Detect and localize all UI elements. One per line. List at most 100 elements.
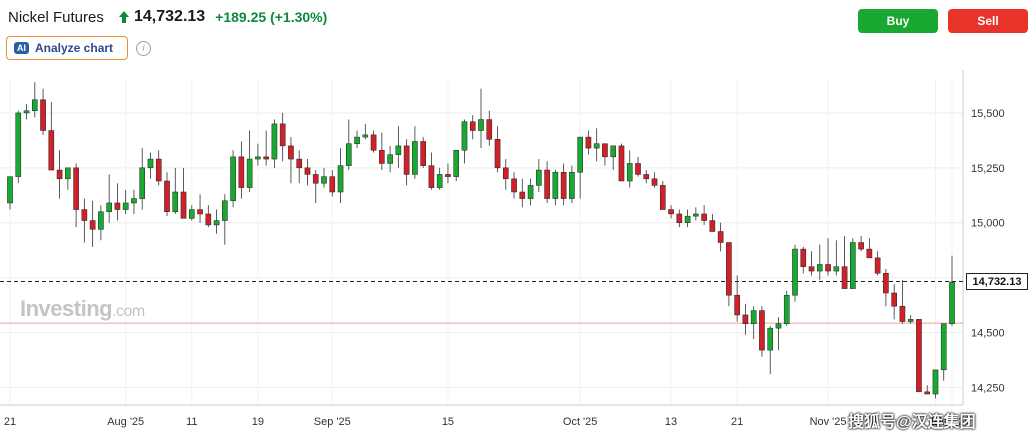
candle-body: [907, 319, 914, 322]
candle-body: [246, 158, 253, 188]
y-tick-label: 15,000: [971, 218, 1005, 230]
candle-body: [709, 220, 716, 232]
price-change: +189.25 (+1.30%): [215, 9, 328, 25]
sell-button[interactable]: Sell: [948, 9, 1028, 33]
candle-body: [222, 200, 228, 221]
candle-body: [874, 257, 881, 274]
candle-body: [73, 167, 79, 210]
candle-body: [445, 174, 451, 177]
candle-body: [147, 158, 154, 169]
candle-body: [337, 165, 344, 193]
candle-body: [395, 145, 402, 155]
candle-body: [899, 305, 906, 322]
candle-body: [701, 213, 707, 221]
candle-body: [139, 167, 146, 199]
candle-body: [800, 248, 807, 267]
candle-body: [519, 191, 526, 199]
candle-body: [412, 141, 418, 175]
candle-body: [626, 163, 633, 182]
candle-body: [255, 156, 261, 160]
candle-body: [469, 121, 476, 131]
candle-body: [932, 369, 939, 395]
candle-body: [453, 150, 460, 177]
candle-body: [511, 178, 517, 193]
x-tick-label: Aug '25: [107, 416, 144, 428]
investing-watermark: Investing.com: [20, 296, 145, 321]
instrument-title: Nickel Futures: [8, 9, 104, 26]
info-icon[interactable]: i: [136, 41, 151, 56]
candle-body: [544, 169, 550, 199]
candle-body: [734, 294, 740, 316]
candle-body: [23, 110, 30, 114]
candle-body: [825, 264, 831, 272]
candle-body: [15, 112, 22, 177]
candle-body: [643, 174, 650, 180]
candle-body: [312, 174, 319, 184]
candle-body: [213, 220, 220, 226]
candle-body: [131, 198, 137, 204]
x-tick-label: 21: [731, 416, 743, 428]
candle-body: [750, 310, 757, 325]
candle-body: [180, 191, 187, 219]
candle-body: [684, 215, 691, 223]
candle-body: [48, 130, 55, 171]
candle-body: [717, 231, 724, 243]
candle-body: [676, 213, 683, 223]
candle-body: [296, 158, 303, 169]
candle-body: [858, 242, 864, 250]
candle-body: [205, 213, 212, 226]
candle-body: [271, 123, 278, 160]
candle-body: [841, 266, 848, 289]
candle-body: [816, 264, 823, 272]
candle-body: [279, 123, 286, 147]
candle-body: [866, 248, 873, 259]
candle-body: [618, 145, 625, 182]
candle-body: [651, 178, 658, 186]
candle-body: [602, 143, 608, 158]
analyze-chart-button[interactable]: AI Analyze chart: [6, 36, 128, 60]
candle-body: [122, 202, 129, 210]
candle-body: [461, 121, 468, 151]
candle-body: [321, 176, 327, 184]
candle-body: [833, 266, 840, 272]
candle-body: [585, 136, 592, 149]
candle-body: [345, 143, 352, 166]
x-tick-label: Sep '25: [314, 416, 351, 428]
y-tick-label: 15,500: [971, 108, 1005, 120]
candle-body: [188, 209, 195, 219]
candle-body: [387, 154, 393, 164]
candle-body: [420, 141, 426, 166]
candle-body: [552, 171, 559, 199]
candle-body: [230, 156, 236, 202]
candle-body: [693, 213, 699, 217]
candle-body: [436, 174, 443, 188]
candle-body: [362, 134, 369, 138]
candle-body: [891, 292, 897, 307]
candle-body: [428, 165, 435, 188]
candle-body: [593, 143, 600, 149]
candle-body: [114, 202, 121, 210]
candle-body: [164, 180, 170, 213]
analyze-chart-label: Analyze chart: [35, 41, 114, 55]
x-tick-label: 11: [186, 416, 197, 428]
x-tick-label: 13: [665, 416, 677, 428]
candle-body: [238, 156, 245, 188]
candle-body: [635, 163, 641, 175]
last-price: 14,732.13: [134, 8, 206, 25]
candle-body: [304, 167, 311, 175]
buy-button[interactable]: Buy: [858, 9, 938, 33]
candle-body: [89, 220, 96, 230]
candle-body: [403, 145, 410, 175]
candle-body: [81, 209, 88, 221]
candlestick-chart[interactable]: 15,50015,25015,00014,75014,50014,25021Au…: [0, 70, 1033, 440]
candle-body: [527, 185, 534, 199]
candle-body: [759, 310, 765, 351]
price-block: 14,732.13 +189.25 (+1.30%): [118, 8, 327, 26]
up-arrow-icon: [119, 11, 129, 23]
x-tick-label: 21: [4, 416, 16, 428]
candle-body: [916, 319, 922, 393]
candle-body: [536, 169, 542, 186]
x-tick-label: 15: [442, 416, 454, 428]
candle-body: [940, 323, 947, 371]
candle-body: [659, 185, 666, 210]
